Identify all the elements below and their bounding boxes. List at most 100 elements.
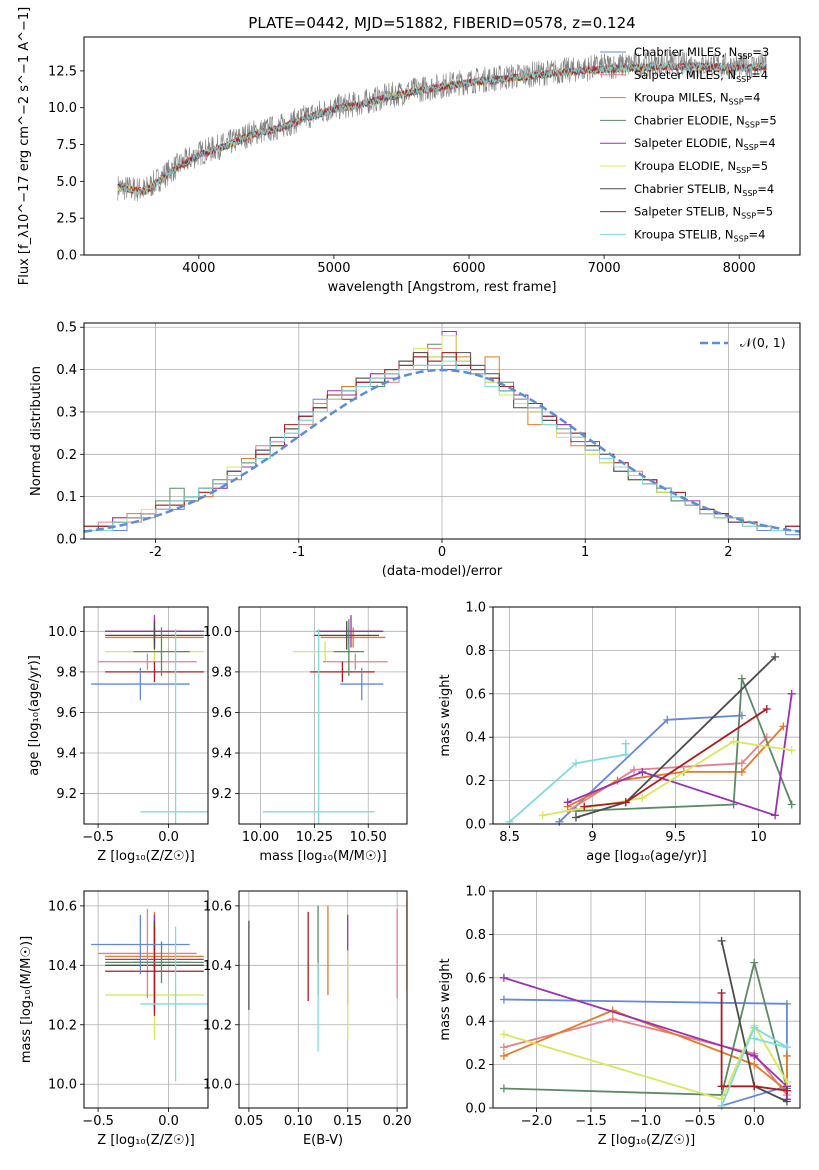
x-tick-label: 8000 [723, 261, 756, 276]
x-tick-label: 0.15 [333, 1114, 362, 1129]
mass-vs-metallicity-panel: −0.5 0.0 10.0 10.2 10.4 10.6 Z [log₁₀(Z/Z☉)] ma… [19, 890, 209, 1148]
residual-histogram-panel: -2 -1 0 1 2 0.0 0.1 0.2 0.3 0.4 0.5 (data-model)/er… [29, 321, 801, 579]
x-axis-label: age [log₁₀(age/yr)] [586, 849, 707, 864]
x-axis-label: wavelength [Angstrom, rest frame] [328, 280, 557, 295]
x-tick-label: −0.5 [82, 830, 114, 845]
y-tick-label: 10.0 [48, 625, 77, 640]
weight-lines [505, 652, 796, 826]
y-tick-label: 10.2 [48, 1018, 77, 1033]
point-marker [782, 1043, 791, 1052]
y-tick-label: 9.8 [56, 665, 77, 680]
series-line [567, 736, 768, 812]
x-axis-label: Z [log₁₀(Z/Z☉)] [97, 849, 194, 864]
y-tick-label: 0.0 [56, 249, 77, 264]
chart-title: PLATE=0442, MJD=51882, FIBERID=0578, z=0… [248, 14, 635, 32]
point-marker [499, 1084, 508, 1093]
y-tick-label: 10.0 [203, 1078, 232, 1093]
x-tick-label: 10 [750, 830, 767, 845]
x-axis-label: Z [log₁₀(Z/Z☉)] [97, 1133, 194, 1148]
point-marker [782, 1086, 791, 1095]
y-tick-label: 10.0 [48, 1078, 77, 1093]
x-tick-label: 10.25 [296, 830, 333, 845]
x-tick-label: −0.5 [82, 1114, 114, 1129]
series-line [503, 1023, 788, 1101]
y-tick-label: 0.0 [56, 533, 77, 548]
x-axis-label: Z [log₁₀(Z/Z☉)] [598, 1133, 695, 1148]
point-marker [621, 739, 630, 748]
legend-entry: Salpeter MILES, NSSP=4 [634, 68, 768, 84]
weight-vs-metallicity-panel: −2.0 −1.5 −1.0 −0.5 0.0 0.0 0.2 0.4 0.6 0.8 1.0 Z [… [438, 885, 801, 1148]
spectrum-lines [117, 50, 767, 202]
age-vs-mass-panel: 10.00 10.25 10.50 9.2 9.4 9.6 9.8 10.0 mass [log… [203, 606, 408, 864]
point-marker [771, 652, 780, 661]
x-tick-label: 2 [724, 545, 732, 560]
x-tick-label: -1 [292, 545, 305, 560]
y-tick-label: 9.6 [56, 706, 77, 721]
point-marker [663, 715, 672, 724]
point-marker [729, 737, 738, 746]
axes-frame [83, 322, 801, 540]
x-axis-label: mass [log₁₀(M/M☉)] [259, 849, 386, 864]
y-tick-label: 9.4 [211, 747, 232, 762]
y-tick-label: 5.0 [56, 175, 77, 190]
x-tick-label: 8.5 [499, 830, 520, 845]
point-marker [750, 1034, 759, 1043]
x-tick-label: −0.5 [684, 1114, 716, 1129]
x-tick-label: 9.5 [665, 830, 686, 845]
y-tick-label: 0.0 [465, 818, 486, 833]
x-tick-label: 1 [581, 545, 589, 560]
point-marker [571, 759, 580, 768]
y-tick-label: 0.4 [56, 363, 77, 378]
point-marker [499, 995, 508, 1004]
y-tick-label: 0.6 [465, 971, 486, 986]
point-marker [737, 759, 746, 768]
y-tick-label: 1.0 [465, 601, 486, 616]
legend: Chabrier MILES, NSSP=3 Salpeter MILES, NS… [600, 45, 777, 243]
y-axis-label: Flux [f_λ10^−17 erg cm^−2 s^−1 A^−1] [17, 7, 32, 285]
age-vs-metallicity-panel: −0.5 0.0 9.2 9.4 9.6 9.8 10.0 Z [log₁₀(Z/Z☉)] ag… [27, 606, 209, 864]
errorbars [91, 908, 208, 1082]
legend-entry: Kroupa ELODIE, NSSP=5 [634, 159, 768, 175]
axes-frame [83, 36, 801, 256]
x-tick-label: 0.20 [383, 1114, 412, 1129]
point-marker [750, 1051, 759, 1060]
point-marker [571, 813, 580, 822]
point-marker [499, 1043, 508, 1052]
point-marker [499, 973, 508, 982]
point-marker [538, 811, 547, 820]
x-axis-label: (data-model)/error [382, 564, 503, 579]
axes-frame [238, 890, 408, 1109]
y-tick-label: 10.4 [203, 959, 232, 974]
y-axis-label: mass weight [438, 958, 453, 1040]
y-tick-label: 10.4 [48, 959, 77, 974]
errorbars [248, 899, 407, 1052]
x-axis-label: E(B-V) [303, 1133, 343, 1148]
y-tick-label: 1.0 [465, 885, 486, 900]
point-marker [750, 958, 759, 967]
x-tick-label: −2.0 [521, 1114, 553, 1129]
legend-entry: Kroupa MILES, NSSP=4 [634, 91, 760, 107]
x-tick-label: 0.0 [744, 1114, 765, 1129]
point-marker [630, 765, 639, 774]
x-tick-label: −1.5 [575, 1114, 607, 1129]
y-tick-label: 0.2 [465, 1058, 486, 1073]
point-marker [762, 704, 771, 713]
point-marker [499, 1051, 508, 1060]
point-marker [782, 1051, 791, 1060]
x-tick-label: 0.10 [284, 1114, 313, 1129]
y-tick-label: 9.2 [56, 787, 77, 802]
weight-vs-age-panel: 8.5 9 9.5 10 0.0 0.2 0.4 0.6 0.8 1.0 age [log₁₀(ag… [438, 601, 801, 864]
x-tick-label: 4000 [182, 261, 215, 276]
point-marker [787, 746, 796, 755]
y-tick-label: 10.6 [48, 899, 77, 914]
histograms [84, 331, 800, 539]
axes-frame [492, 606, 801, 825]
series-line [509, 743, 627, 823]
x-tick-label: −1.0 [630, 1114, 662, 1129]
y-axis-label: Normed distribution [29, 366, 44, 496]
y-tick-label: 0.4 [465, 1015, 486, 1030]
legend-entry: Kroupa STELIB, NSSP=4 [634, 227, 765, 243]
y-tick-label: 0.4 [465, 731, 486, 746]
y-axis-label: mass weight [438, 674, 453, 756]
